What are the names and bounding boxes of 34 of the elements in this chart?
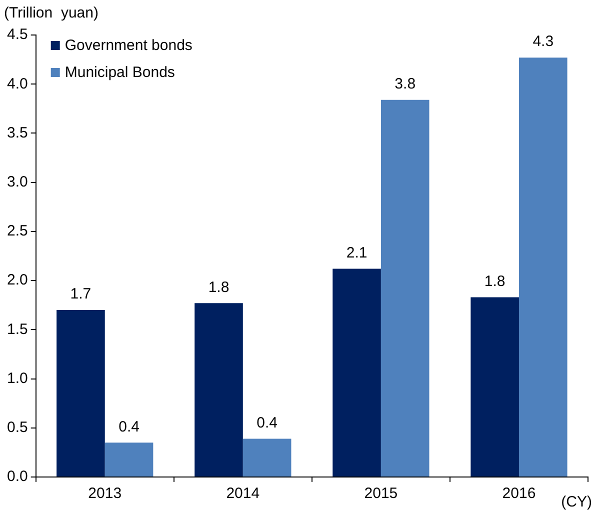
y-tick-label: 4.5: [6, 26, 28, 44]
x-axis-title: (CY): [561, 494, 592, 511]
data-label: 0.4: [256, 414, 278, 432]
y-tick-label: 3.5: [6, 124, 28, 142]
bar: [380, 100, 430, 476]
y-tick-label: 1.0: [6, 370, 28, 387]
y-tick-label: 2.0: [6, 272, 28, 289]
data-label: 0.4: [118, 418, 140, 436]
data-label: 3.8: [394, 75, 416, 92]
bar: [332, 268, 381, 476]
x-tick-label: 2016: [502, 485, 536, 502]
bar: [470, 297, 519, 476]
legend-label: Government bonds: [64, 37, 192, 54]
data-label: 1.7: [70, 286, 92, 303]
y-tick-label: 2.5: [6, 222, 28, 240]
data-label: 1.8: [208, 278, 230, 296]
y-tick-label: 1.5: [6, 320, 28, 338]
bar: [56, 310, 105, 476]
x-tick-label: 2015: [364, 485, 398, 502]
data-label: 4.3: [532, 33, 554, 50]
legend-label: Municipal Bonds: [64, 64, 175, 82]
y-tick-label: 0.0: [6, 468, 28, 486]
data-label: 1.8: [484, 272, 506, 290]
bar: [104, 442, 154, 476]
x-tick-label: 2013: [88, 485, 122, 502]
bar: [194, 303, 243, 476]
bar: [242, 438, 292, 476]
bar: [518, 58, 568, 476]
y-tick-label: 0.5: [6, 419, 28, 436]
data-label: 2.1: [346, 244, 368, 262]
y-tick-label: 3.0: [6, 173, 28, 190]
y-tick-label: 4.0: [6, 75, 28, 92]
y-axis-title: (Trillion yuan): [4, 4, 98, 22]
x-tick-label: 2014: [226, 485, 260, 502]
